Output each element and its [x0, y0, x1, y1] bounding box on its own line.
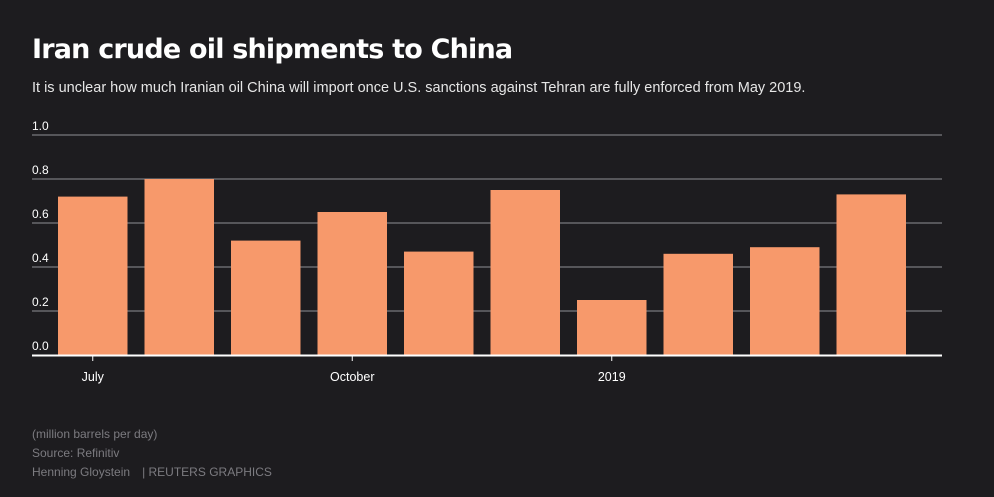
y-tick-labels: 0.0 0.2 0.4 0.6 0.8 1.0 — [32, 119, 49, 353]
bar-chart: 0.0 0.2 0.4 0.6 0.8 1.0 July October 2019 — [32, 119, 942, 384]
chart-subtitle: It is unclear how much Iranian oil China… — [32, 80, 806, 96]
units-note: (million barrels per day) — [32, 427, 158, 441]
credit-line: Henning Gloystein | REUTERS GRAPHICS — [32, 465, 272, 479]
y-tick-label: 1.0 — [32, 119, 49, 133]
y-tick-label: 0.0 — [32, 339, 49, 353]
source-note: Source: Refinitiv — [32, 446, 120, 460]
y-tick-label: 0.6 — [32, 207, 49, 221]
bar — [577, 300, 647, 355]
bar — [663, 253, 733, 355]
chart-title: Iran crude oil shipments to China — [32, 34, 513, 65]
bar — [404, 251, 474, 355]
bar — [836, 194, 906, 355]
y-tick-label: 0.4 — [32, 251, 49, 265]
agency-credit: | REUTERS GRAPHICS — [142, 465, 272, 479]
bar — [144, 179, 214, 355]
bar — [231, 240, 301, 355]
author-name: Henning Gloystein — [32, 465, 131, 479]
y-tick-label: 0.8 — [32, 163, 49, 177]
x-axis — [32, 354, 942, 361]
x-tick-label: October — [330, 370, 374, 384]
x-tick-labels: July October 2019 — [82, 370, 626, 384]
x-tick-label: July — [82, 370, 105, 384]
bar — [317, 212, 387, 355]
bar — [58, 196, 128, 355]
bar — [490, 190, 560, 355]
bars — [58, 179, 906, 355]
x-tick-label: 2019 — [598, 370, 626, 384]
y-tick-label: 0.2 — [32, 295, 49, 309]
bar — [750, 247, 820, 355]
